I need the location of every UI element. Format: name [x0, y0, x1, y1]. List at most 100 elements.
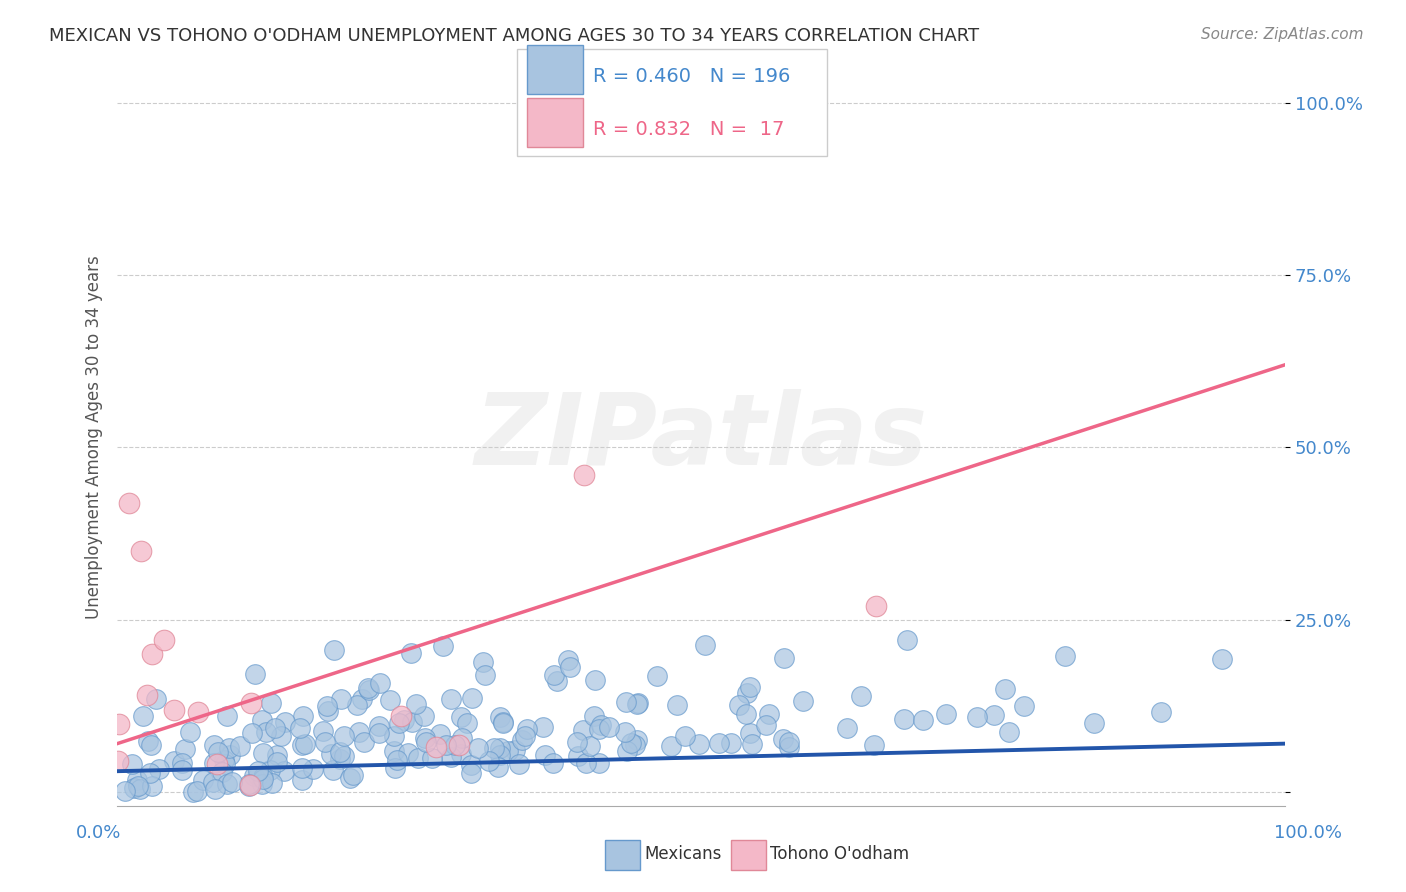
Point — [401, 715, 423, 730]
Point — [333, 729, 356, 743]
Text: R = 0.832   N =  17: R = 0.832 N = 17 — [593, 120, 785, 139]
Point — [163, 754, 186, 768]
Point — [141, 779, 163, 793]
Point — [339, 772, 361, 786]
Point — [896, 633, 918, 648]
Point — [392, 713, 415, 727]
Point — [163, 703, 186, 717]
Point — [290, 721, 312, 735]
Point — [148, 762, 170, 776]
Point — [440, 692, 463, 706]
Point — [865, 599, 887, 613]
Point — [720, 736, 742, 750]
Point — [508, 757, 530, 772]
Point — [186, 783, 208, 797]
Point — [531, 720, 554, 734]
Point — [772, 732, 794, 747]
Point — [450, 710, 472, 724]
Point — [792, 694, 814, 708]
Point — [368, 726, 391, 740]
Point — [558, 660, 581, 674]
Point — [202, 738, 225, 752]
Point — [588, 756, 610, 771]
Point — [107, 754, 129, 768]
Point — [207, 757, 229, 772]
Point — [574, 467, 596, 482]
Point — [312, 723, 335, 738]
Point — [443, 738, 465, 752]
Point — [474, 668, 496, 682]
Point — [139, 765, 162, 780]
Point — [1053, 648, 1076, 663]
Point — [616, 744, 638, 758]
Point — [262, 776, 284, 790]
Point — [252, 747, 274, 761]
Point — [319, 747, 342, 761]
Point — [510, 732, 533, 747]
Point — [252, 777, 274, 791]
Point — [368, 676, 391, 690]
Point — [252, 770, 274, 784]
Point — [738, 725, 761, 739]
Point — [588, 723, 610, 737]
Point — [214, 756, 236, 771]
Y-axis label: Unemployment Among Ages 30 to 34 years: Unemployment Among Ages 30 to 34 years — [86, 255, 103, 619]
Point — [252, 713, 274, 727]
Point — [447, 738, 470, 752]
Point — [127, 779, 149, 793]
Point — [124, 780, 146, 795]
Point — [492, 715, 515, 730]
Point — [121, 757, 143, 772]
Point — [738, 680, 761, 694]
Point — [333, 748, 356, 763]
Point — [290, 739, 312, 753]
Point — [835, 721, 858, 735]
Point — [471, 655, 494, 669]
Point — [212, 753, 235, 767]
Point — [598, 720, 620, 734]
Point — [513, 729, 536, 743]
Text: R = 0.460   N = 196: R = 0.460 N = 196 — [593, 67, 790, 86]
Point — [624, 739, 647, 753]
Point — [1150, 706, 1173, 720]
Point — [450, 747, 472, 761]
Point — [219, 747, 242, 762]
Point — [741, 737, 763, 751]
Point — [779, 735, 801, 749]
Point — [252, 772, 274, 787]
Point — [478, 754, 501, 768]
Point — [357, 682, 380, 697]
Point — [425, 740, 447, 755]
Point — [492, 714, 515, 729]
Point — [461, 690, 484, 705]
Text: Mexicans: Mexicans — [644, 845, 721, 863]
Point — [451, 731, 474, 745]
Point — [204, 782, 226, 797]
Point — [229, 739, 252, 753]
Point — [567, 748, 589, 763]
Point — [239, 696, 262, 710]
Point — [614, 695, 637, 709]
Point — [396, 746, 419, 760]
Point — [557, 653, 579, 667]
Point — [405, 697, 427, 711]
Point — [758, 706, 780, 721]
Point — [413, 709, 436, 723]
Point — [382, 744, 405, 758]
Point — [207, 745, 229, 759]
Point — [728, 698, 751, 712]
Point — [107, 716, 129, 731]
Point — [217, 708, 239, 723]
Point — [238, 779, 260, 793]
Point — [301, 763, 323, 777]
Text: 0.0%: 0.0% — [76, 824, 121, 842]
Point — [693, 638, 716, 652]
Point — [330, 691, 353, 706]
Point — [489, 741, 512, 756]
Point — [863, 738, 886, 752]
Point — [218, 740, 240, 755]
Point — [240, 726, 263, 740]
Point — [349, 725, 371, 739]
Point — [316, 699, 339, 714]
Point — [211, 764, 233, 779]
